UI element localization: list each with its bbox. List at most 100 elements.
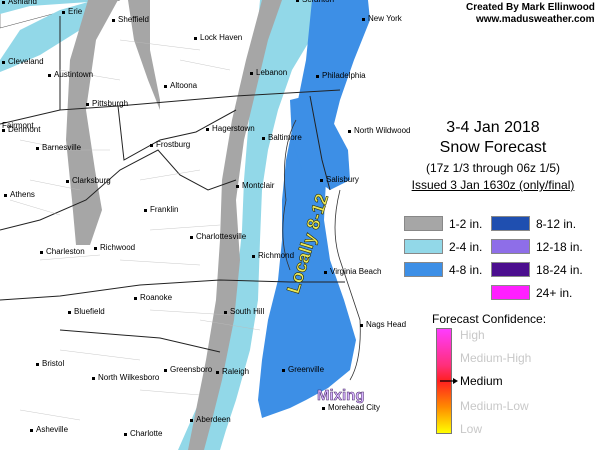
city-marker: Richmond bbox=[252, 251, 294, 260]
title-issued: Issued 3 Jan 1630z (only/final) bbox=[411, 178, 575, 192]
city-marker: Franklin bbox=[144, 205, 178, 214]
city-label: Barnesville bbox=[42, 143, 82, 152]
city-marker: Clarksburg bbox=[66, 176, 111, 185]
legend-swatch bbox=[491, 216, 530, 231]
city-dot bbox=[164, 369, 167, 372]
city-dot bbox=[224, 311, 227, 314]
legend-swatch bbox=[491, 239, 530, 254]
city-label: Altoona bbox=[170, 81, 198, 90]
city-dot bbox=[164, 85, 167, 88]
city-dot bbox=[134, 297, 137, 300]
city-dot bbox=[216, 371, 219, 374]
city-marker: North Wildwood bbox=[348, 126, 410, 135]
legend-label: 2-4 in. bbox=[449, 239, 483, 254]
border-de bbox=[309, 95, 331, 191]
city-label: Charlottesville bbox=[196, 232, 247, 241]
city-dot bbox=[190, 419, 193, 422]
coastline bbox=[282, 119, 361, 381]
city-marker: Athens bbox=[4, 190, 35, 199]
legend-item: 8-12 in. bbox=[491, 215, 576, 232]
city-label: New York bbox=[368, 14, 403, 23]
city-marker: Altoona bbox=[164, 81, 198, 90]
city-labels: Erie Sheffield Scranton New York Cleveland Au… bbox=[2, 0, 410, 438]
city-label: Raleigh bbox=[222, 367, 249, 376]
legend-item: 12-18 in. bbox=[491, 238, 583, 255]
city-label: Charleston bbox=[46, 247, 85, 256]
city-label: Greenville bbox=[288, 365, 325, 374]
city-dot bbox=[86, 103, 89, 106]
city-dot bbox=[2, 129, 5, 132]
city-marker: Baltimore bbox=[262, 133, 302, 142]
legend-swatch bbox=[404, 262, 443, 277]
city-marker: Pittsburgh bbox=[86, 99, 128, 108]
county-lines bbox=[9, 39, 261, 421]
city-dot bbox=[322, 407, 325, 410]
city-label: Austintown bbox=[54, 70, 93, 79]
city-label: Sheffield bbox=[118, 15, 149, 24]
city-dot bbox=[360, 324, 363, 327]
city-label: Lebanon bbox=[256, 68, 287, 77]
city-label: South Hill bbox=[230, 307, 264, 316]
legend-label: 8-12 in. bbox=[536, 216, 577, 231]
credit-website: www.madusweather.com bbox=[476, 14, 595, 25]
city-dot bbox=[362, 18, 365, 21]
city-dot bbox=[320, 179, 323, 182]
state-borders bbox=[0, 16, 345, 353]
city-label: Athens bbox=[10, 190, 35, 199]
confidence-title: Forecast Confidence: bbox=[432, 312, 547, 326]
lake-erie bbox=[0, 0, 121, 29]
city-label: Erie bbox=[68, 7, 83, 16]
city-label: Fairmont bbox=[2, 121, 34, 130]
city-label: Roanoke bbox=[140, 293, 173, 302]
snow-zone-1-2-center bbox=[128, 0, 160, 110]
city-marker: Greensboro bbox=[164, 365, 213, 374]
city-label: Ashland bbox=[8, 0, 37, 6]
city-label: Morehead City bbox=[328, 403, 380, 412]
city-label: Richwood bbox=[100, 243, 135, 252]
city-label: Montclair bbox=[242, 181, 275, 190]
snow-zone-2-4-corridor bbox=[178, 0, 340, 450]
legend-label: 18-24 in. bbox=[536, 262, 583, 277]
legend-item: 24+ in. bbox=[491, 284, 572, 301]
city-marker: Charlotte bbox=[124, 429, 163, 438]
city-dot bbox=[124, 433, 127, 436]
city-dot bbox=[262, 137, 265, 140]
confidence-pointer-icon bbox=[440, 378, 458, 384]
snow-zone-1-2-east bbox=[188, 0, 282, 450]
city-dot bbox=[296, 0, 299, 2]
city-marker: Cleveland bbox=[2, 57, 44, 66]
legend-swatch bbox=[404, 239, 443, 254]
city-label: Frostburg bbox=[156, 140, 190, 149]
confidence-level: Medium-High bbox=[460, 351, 532, 365]
city-dot bbox=[2, 1, 5, 4]
legend-label: 12-18 in. bbox=[536, 239, 583, 254]
legend-label: 4-8 in. bbox=[449, 262, 483, 277]
city-dot bbox=[40, 251, 43, 254]
atlantic-ocean bbox=[346, 0, 600, 450]
city-label: North Wilkesboro bbox=[98, 373, 160, 382]
city-marker: Lock Haven bbox=[194, 33, 242, 42]
city-label: Baltimore bbox=[268, 133, 302, 142]
city-label: Pittsburgh bbox=[92, 99, 128, 108]
city-dot bbox=[4, 194, 7, 197]
legend-item: 1-2 in. bbox=[404, 215, 482, 232]
city-label: Salisbury bbox=[326, 175, 359, 184]
city-marker: Montclair bbox=[236, 181, 275, 190]
city-dot bbox=[236, 185, 239, 188]
confidence-level: High bbox=[460, 328, 485, 342]
city-marker: Scranton bbox=[296, 0, 334, 4]
city-label: Asheville bbox=[36, 425, 69, 434]
city-marker: South Hill bbox=[224, 307, 264, 316]
city-marker: Frostburg bbox=[150, 140, 190, 149]
city-marker: Sheffield bbox=[112, 15, 149, 24]
title-date: 3-4 Jan 2018 bbox=[446, 119, 540, 136]
city-marker: Nags Head bbox=[360, 320, 406, 329]
city-dot bbox=[68, 311, 71, 314]
city-label: Bristol bbox=[42, 359, 64, 368]
snow-zone-2-4-northwest bbox=[0, 0, 118, 14]
annotation-mixing: Mixing bbox=[317, 387, 365, 405]
city-dot bbox=[30, 429, 33, 432]
city-dot bbox=[282, 369, 285, 372]
city-label: Clarksburg bbox=[72, 176, 111, 185]
